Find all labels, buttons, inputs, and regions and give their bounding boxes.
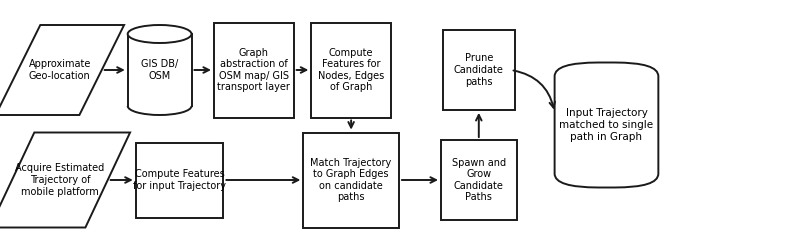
Text: Approximate
Geo-location: Approximate Geo-location xyxy=(29,59,91,81)
Text: Compute Features
for input Trajectory: Compute Features for input Trajectory xyxy=(133,169,226,191)
Bar xyxy=(303,132,399,228)
Text: GIS DB/
OSM: GIS DB/ OSM xyxy=(141,59,178,81)
Text: Acquire Estimated
Trajectory of
mobile platform: Acquire Estimated Trajectory of mobile p… xyxy=(15,164,105,196)
Text: Spawn and
Grow
Candidate
Paths: Spawn and Grow Candidate Paths xyxy=(452,158,506,202)
Bar xyxy=(443,30,515,110)
Text: Prune
Candidate
paths: Prune Candidate paths xyxy=(454,54,504,86)
Polygon shape xyxy=(0,132,130,228)
Polygon shape xyxy=(0,25,124,115)
Text: Input Trajectory
matched to single
path in Graph: Input Trajectory matched to single path … xyxy=(559,108,654,142)
Bar xyxy=(440,140,516,220)
Text: Match Trajectory
to Graph Edges
on candidate
paths: Match Trajectory to Graph Edges on candi… xyxy=(310,158,392,202)
Bar xyxy=(214,22,294,118)
Text: Graph
abstraction of
OSM map/ GIS
transport layer: Graph abstraction of OSM map/ GIS transp… xyxy=(217,48,290,92)
Bar xyxy=(311,22,391,118)
Ellipse shape xyxy=(128,25,192,43)
Bar xyxy=(128,34,192,106)
Text: Compute
Features for
Nodes, Edges
of Graph: Compute Features for Nodes, Edges of Gra… xyxy=(318,48,385,92)
Bar xyxy=(136,142,223,218)
FancyBboxPatch shape xyxy=(555,62,658,188)
